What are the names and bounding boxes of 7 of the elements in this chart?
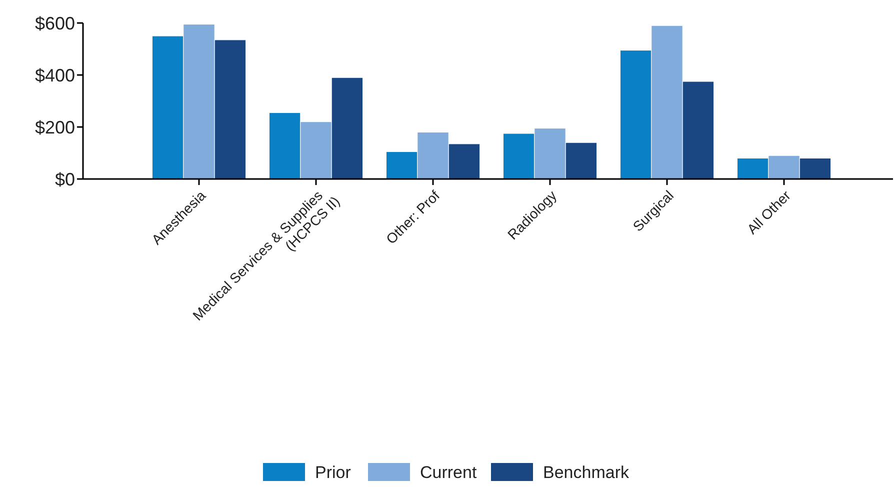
legend-label: Benchmark [543, 462, 630, 482]
y-tick-label: $400 [34, 65, 75, 86]
y-tick-label: $0 [54, 169, 75, 190]
y-tick-label: $600 [34, 13, 75, 34]
legend-label: Current [420, 462, 477, 482]
y-tick-label: $200 [34, 117, 75, 138]
legend-label: Prior [315, 462, 352, 482]
